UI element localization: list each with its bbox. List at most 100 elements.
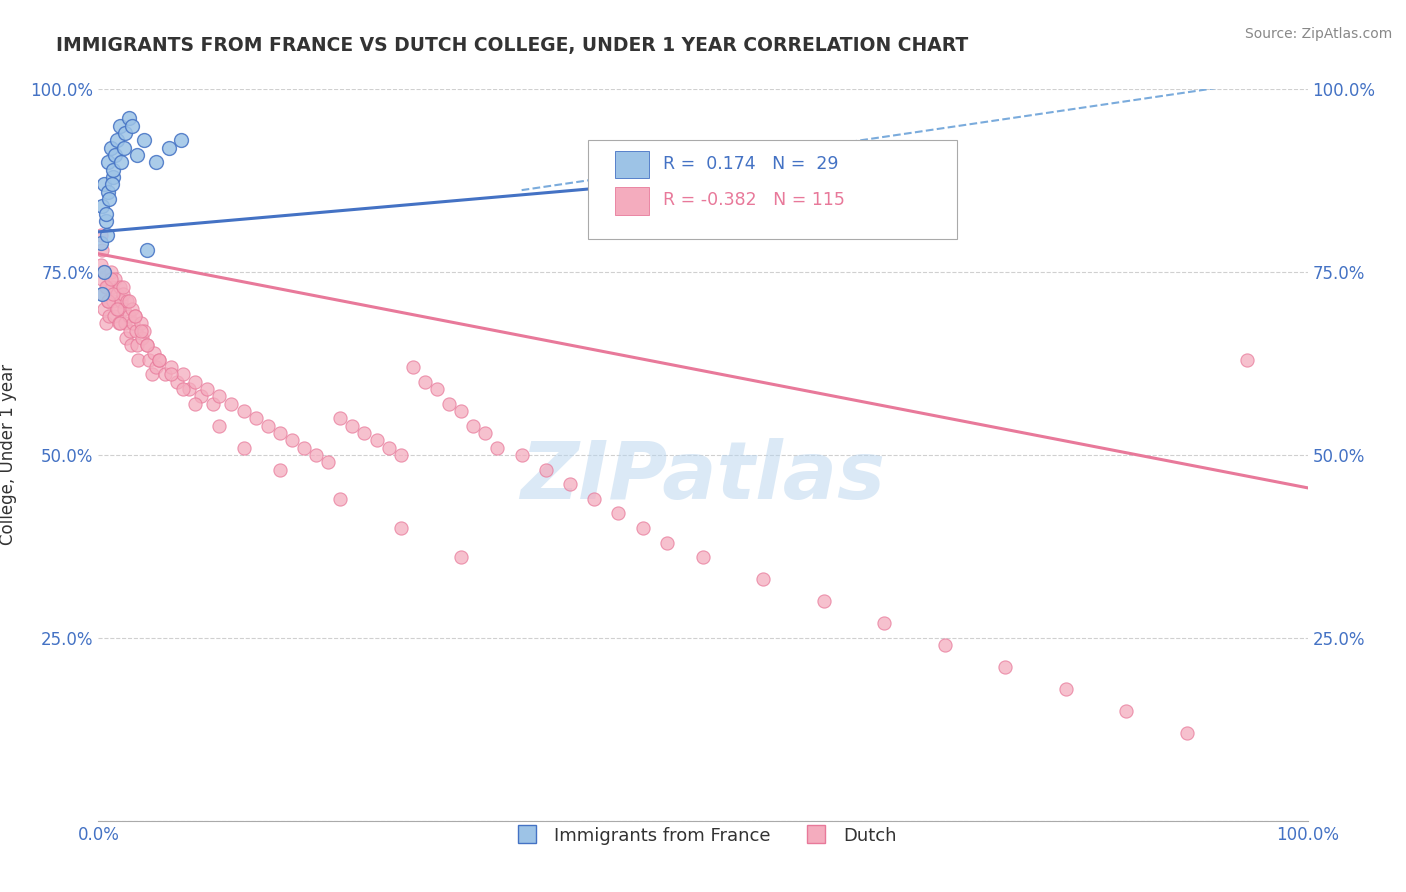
Point <box>148 352 170 367</box>
Point <box>98 192 121 206</box>
Point <box>583 491 606 506</box>
Point <box>101 162 124 177</box>
Point <box>426 382 449 396</box>
Point <box>813 594 835 608</box>
Point <box>111 287 134 301</box>
Point <box>184 397 207 411</box>
Point <box>752 572 775 586</box>
Point <box>184 375 207 389</box>
Point <box>190 389 212 403</box>
Point <box>202 397 225 411</box>
Point <box>342 418 364 433</box>
Point <box>104 148 127 162</box>
Point <box>93 265 115 279</box>
Point <box>91 287 114 301</box>
Point <box>93 265 115 279</box>
Point <box>108 316 131 330</box>
Point <box>105 287 128 301</box>
Point <box>1175 726 1198 740</box>
Point <box>1115 704 1137 718</box>
Point <box>256 418 278 433</box>
Point <box>195 382 218 396</box>
Point <box>145 360 167 375</box>
Point <box>129 316 152 330</box>
Point <box>353 425 375 440</box>
Text: ZIPatlas: ZIPatlas <box>520 438 886 516</box>
Point <box>108 279 131 293</box>
Point <box>96 279 118 293</box>
Point <box>292 441 315 455</box>
Point <box>138 352 160 367</box>
Point <box>1054 681 1077 696</box>
Point <box>534 462 557 476</box>
Point <box>141 368 163 382</box>
Text: R = -0.382   N = 115: R = -0.382 N = 115 <box>664 192 845 210</box>
Point <box>157 141 180 155</box>
Point <box>873 616 896 631</box>
Point <box>120 338 142 352</box>
Point <box>115 331 138 345</box>
Point <box>97 294 120 309</box>
Point <box>93 301 115 316</box>
Point <box>94 206 117 220</box>
Point <box>135 243 157 257</box>
Point <box>281 434 304 448</box>
Point <box>179 382 201 396</box>
Point <box>91 287 114 301</box>
Point <box>122 316 145 330</box>
Point <box>135 338 157 352</box>
Point <box>112 141 135 155</box>
Point <box>98 309 121 323</box>
Point <box>232 441 254 455</box>
Point <box>117 294 139 309</box>
Point <box>486 441 509 455</box>
Point <box>90 228 112 243</box>
Point <box>994 660 1017 674</box>
Text: IMMIGRANTS FROM FRANCE VS DUTCH COLLEGE, UNDER 1 YEAR CORRELATION CHART: IMMIGRANTS FROM FRANCE VS DUTCH COLLEGE,… <box>56 36 969 54</box>
Point <box>97 294 120 309</box>
Point <box>474 425 496 440</box>
Point <box>121 119 143 133</box>
Point <box>96 228 118 243</box>
Point <box>97 155 120 169</box>
Point <box>160 368 183 382</box>
Point <box>143 345 166 359</box>
Point <box>125 324 148 338</box>
Point <box>100 141 122 155</box>
Point <box>118 324 141 338</box>
Point <box>111 279 134 293</box>
Point <box>131 331 153 345</box>
Point <box>148 352 170 367</box>
Point <box>450 404 472 418</box>
Point <box>114 316 136 330</box>
Point <box>94 316 117 330</box>
Point <box>100 279 122 293</box>
Point <box>316 455 339 469</box>
Point <box>93 178 115 192</box>
Point <box>104 272 127 286</box>
Point <box>269 425 291 440</box>
Point <box>101 169 124 184</box>
FancyBboxPatch shape <box>614 151 648 178</box>
Point <box>112 301 135 316</box>
Point <box>172 368 194 382</box>
Point <box>450 550 472 565</box>
Point <box>108 119 131 133</box>
FancyBboxPatch shape <box>614 187 648 215</box>
Point <box>166 375 188 389</box>
Point <box>114 126 136 140</box>
Point <box>269 462 291 476</box>
Point <box>127 352 149 367</box>
Point <box>91 272 114 286</box>
Point <box>413 375 436 389</box>
Point <box>121 301 143 316</box>
Point <box>129 324 152 338</box>
Point <box>127 338 149 352</box>
Point <box>607 507 630 521</box>
Point <box>134 324 156 338</box>
Point <box>118 294 141 309</box>
Point <box>127 148 149 162</box>
Point <box>402 360 425 375</box>
Point <box>134 133 156 147</box>
Point <box>124 309 146 323</box>
